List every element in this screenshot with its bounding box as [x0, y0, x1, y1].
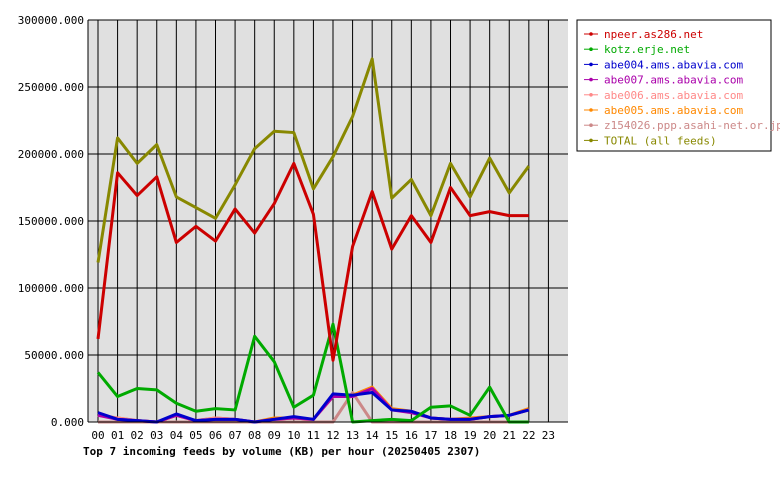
legend-label: abe004.ams.abavia.com — [604, 58, 743, 71]
y-tick-label: 0.000 — [51, 416, 84, 429]
x-tick-label: 18 — [444, 429, 457, 442]
x-tick-label: 11 — [307, 429, 320, 442]
legend-marker — [589, 62, 593, 67]
x-tick-label: 03 — [150, 429, 163, 442]
legend-label: abe007.ams.abavia.com — [604, 74, 743, 87]
y-tick-labels: 0.000 50000.000 100000.000 150000.000 200000… — [18, 14, 84, 429]
y-tick-label: 200000.000 — [18, 148, 84, 161]
x-tick-label: 16 — [405, 429, 418, 442]
x-tick-label: 14 — [366, 429, 380, 442]
series-line — [96, 322, 529, 424]
legend-marker — [589, 47, 593, 51]
x-tick-label: 05 — [189, 429, 202, 442]
x-tick-label: 12 — [326, 429, 339, 442]
x-tick-label: 13 — [346, 429, 359, 442]
x-tick-label: 09 — [268, 429, 281, 442]
legend-label: TOTAL (all feeds) — [604, 134, 717, 147]
legend-marker — [589, 93, 593, 97]
legend: npeer.as286.net kotz.erje.net abe004.ams.a… — [576, 19, 780, 152]
x-tick-label: 04 — [170, 429, 184, 442]
legend-label: kotz.erje.net — [604, 43, 690, 56]
x-tick-label: 06 — [209, 429, 222, 442]
legend-label: abe006.ams.abavia.com — [604, 89, 743, 102]
x-tick-label: 19 — [463, 429, 476, 442]
series-line — [96, 161, 529, 362]
legend-marker — [589, 123, 593, 127]
legend-marker — [589, 32, 593, 36]
legend-label: npeer.as286.net — [604, 28, 703, 41]
y-tick-label: 100000.000 — [18, 282, 84, 295]
x-tick-label: 20 — [483, 429, 496, 442]
x-tick-label: 17 — [424, 429, 437, 442]
x-tick-label: 01 — [111, 429, 124, 442]
x-tick-label: 23 — [542, 429, 555, 442]
x-tick-labels: 00 01 02 03 04 05 06 07 08 09 10 11 12 13 14 15 16 17 18 19… — [91, 429, 555, 442]
y-tick-label: 50000.000 — [24, 349, 84, 362]
y-tick-label: 150000.000 — [18, 215, 84, 228]
grid-lines — [88, 19, 568, 423]
x-tick-label: 02 — [131, 429, 144, 442]
series-line — [97, 391, 530, 424]
x-tick-label: 07 — [228, 429, 241, 442]
x-tick-label: 15 — [385, 429, 398, 442]
legend-marker — [589, 138, 593, 143]
x-tick-label: 21 — [503, 429, 516, 442]
legend-marker — [589, 77, 593, 82]
x-tick-label: 08 — [248, 429, 261, 442]
legend-marker — [589, 108, 593, 112]
series-line — [96, 57, 531, 263]
x-tick-label: 22 — [522, 429, 535, 442]
x-tick-label: 00 — [91, 429, 104, 442]
legend-label: z154026.ppp.asahi-net.or.jp — [604, 119, 780, 132]
x-tick-label: 10 — [287, 429, 300, 442]
y-tick-label: 300000.000 — [18, 14, 84, 27]
chart-title: Top 7 incoming feeds by volume (KB) per … — [83, 445, 480, 458]
legend-box — [576, 19, 772, 152]
y-tick-label: 250000.000 — [18, 81, 84, 94]
series-layer — [96, 57, 531, 424]
legend-label: abe005.ams.abavia.com — [604, 104, 743, 117]
